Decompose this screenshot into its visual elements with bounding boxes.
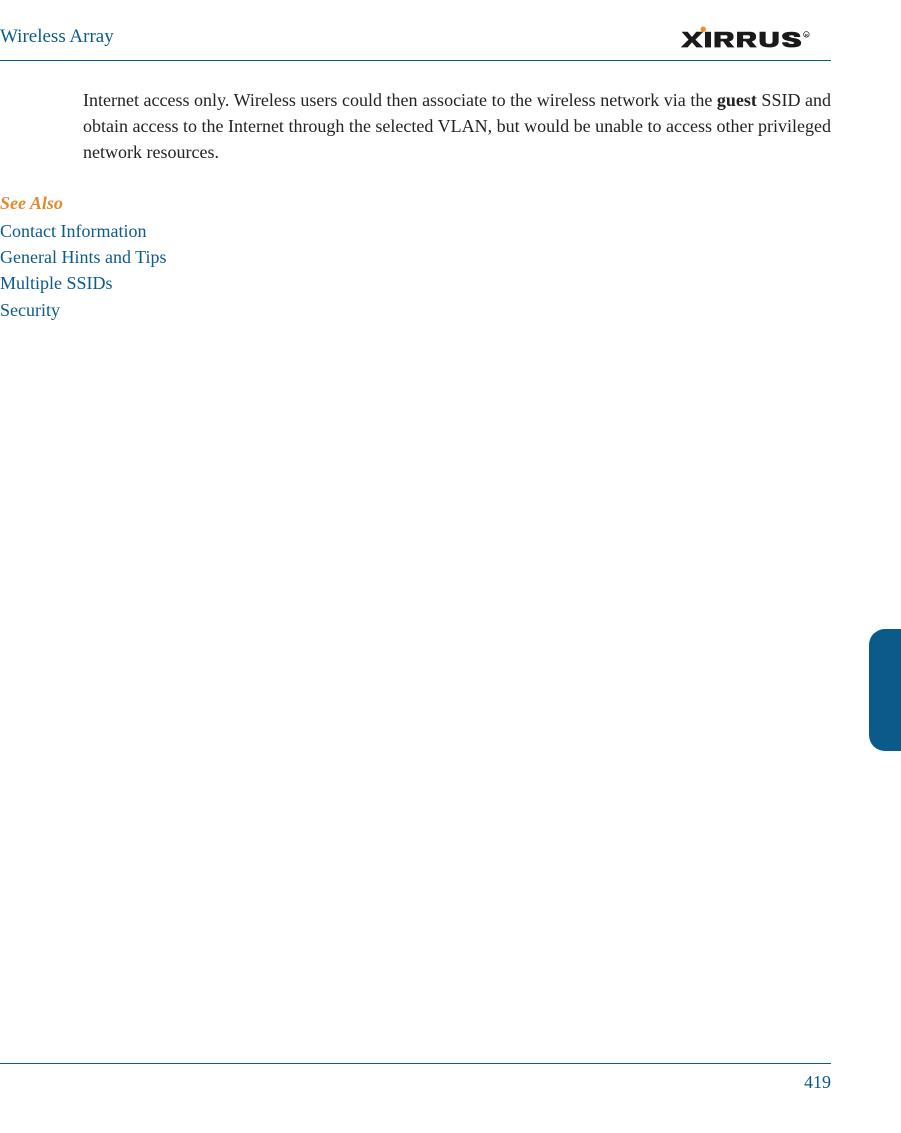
see-also-link-ssids[interactable]: Multiple SSIDs bbox=[0, 270, 831, 296]
brand-logo: R bbox=[676, 24, 831, 50]
xirrus-logo-icon: R bbox=[676, 24, 831, 50]
see-also-link-contact[interactable]: Contact Information bbox=[0, 218, 831, 244]
see-also-list: Contact Information General Hints and Ti… bbox=[0, 218, 831, 322]
header-title: Wireless Array bbox=[0, 26, 114, 48]
paragraph-text-before: Internet access only. Wireless users cou… bbox=[83, 90, 717, 110]
see-also-link-hints[interactable]: General Hints and Tips bbox=[0, 244, 831, 270]
page-container: Wireless Array R Internet access bbox=[0, 0, 901, 1133]
svg-text:R: R bbox=[805, 32, 808, 37]
section-tab bbox=[869, 629, 901, 751]
see-also-link-security[interactable]: Security bbox=[0, 297, 831, 323]
body-paragraph: Internet access only. Wireless users cou… bbox=[83, 87, 831, 165]
see-also-heading: See Also bbox=[0, 193, 831, 214]
page-number: 419 bbox=[804, 1072, 831, 1092]
page-footer: 419 bbox=[0, 1063, 831, 1093]
page-header: Wireless Array R bbox=[0, 24, 831, 61]
paragraph-bold: guest bbox=[717, 90, 757, 110]
